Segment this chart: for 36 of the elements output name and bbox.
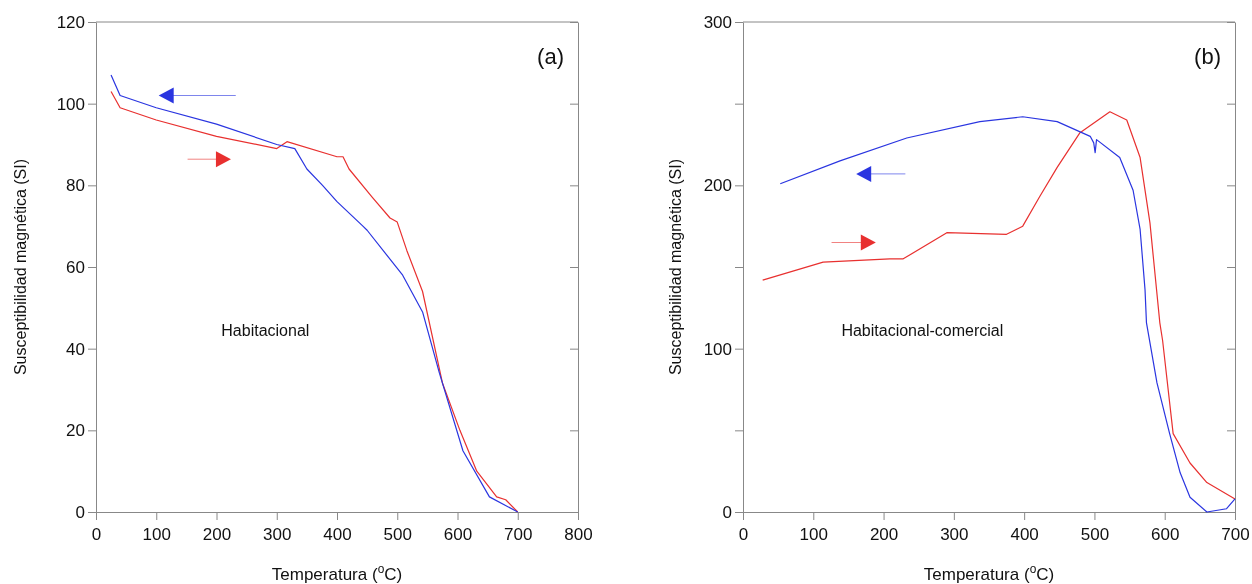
x-tick-label: 0 xyxy=(91,525,102,544)
x-tick-label: 400 xyxy=(1010,525,1039,544)
y-tick-label: 120 xyxy=(56,12,85,32)
x-tick-label: 500 xyxy=(1080,525,1110,544)
y-tick-label: 100 xyxy=(703,339,732,359)
x-tick-label: 700 xyxy=(504,525,533,544)
annotation: Habitacional xyxy=(221,321,310,339)
y-tick-label: 20 xyxy=(66,421,85,441)
annotation: Habitacional-comercial xyxy=(841,321,1004,339)
x-tick-label: 600 xyxy=(1151,525,1180,544)
annotation: (b) xyxy=(1194,44,1221,69)
y-tick-label: 40 xyxy=(66,339,85,359)
x-tick-label: 100 xyxy=(142,525,171,544)
y-tick-label: 80 xyxy=(66,176,85,196)
y-tick-label: 0 xyxy=(722,502,732,522)
x-tick-label: 700 xyxy=(1221,525,1250,544)
x-tick-label: 300 xyxy=(263,525,292,544)
x-tick-label: 500 xyxy=(383,525,412,544)
x-axis-title: Temperatura ($^{o}$C) xyxy=(923,562,1055,584)
y-tick-label: 300 xyxy=(703,12,732,32)
y-tick-label: 60 xyxy=(66,257,85,277)
y-axis-title: Susceptibilidad magnética (SI) xyxy=(12,158,29,376)
y-tick-label: 200 xyxy=(703,176,732,196)
x-tick-label: 300 xyxy=(940,525,969,544)
x-tick-label: 100 xyxy=(799,525,828,544)
x-tick-label: 400 xyxy=(323,525,352,544)
y-axis-title: Susceptibilidad magnética (SI) xyxy=(667,158,684,376)
x-tick-label: 800 xyxy=(564,525,593,544)
x-tick-label: 600 xyxy=(443,525,473,544)
y-tick-label: 100 xyxy=(56,94,85,114)
y-tick-label: 0 xyxy=(75,502,85,522)
x-tick-label: 0 xyxy=(738,525,749,544)
x-tick-label: 200 xyxy=(202,525,232,544)
annotation: (a) xyxy=(537,44,564,69)
x-tick-label: 200 xyxy=(869,525,899,544)
x-axis-title: Temperatura ($^{o}$C) xyxy=(271,562,403,584)
